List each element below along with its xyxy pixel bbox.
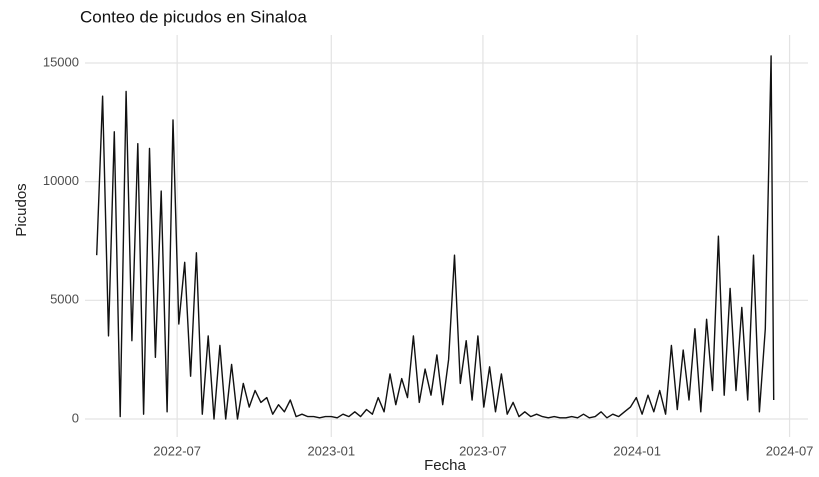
- x-tick-label: 2024-07: [766, 443, 814, 458]
- y-axis-title: Picudos: [13, 183, 30, 236]
- y-tick-label: 10000: [43, 173, 79, 188]
- y-tick-label: 5000: [50, 292, 79, 307]
- x-tick-label: 2022-07: [153, 443, 201, 458]
- y-tick-label: 0: [72, 410, 79, 425]
- y-tick-label: 15000: [43, 54, 79, 69]
- x-tick-label: 2023-01: [307, 443, 355, 458]
- data-line: [96, 55, 775, 420]
- x-tick-label: 2023-07: [459, 443, 507, 458]
- chart-title: Conteo de picudos en Sinaloa: [80, 7, 307, 26]
- x-axis-title: Fecha: [424, 457, 466, 474]
- x-tick-label: 2024-01: [613, 443, 661, 458]
